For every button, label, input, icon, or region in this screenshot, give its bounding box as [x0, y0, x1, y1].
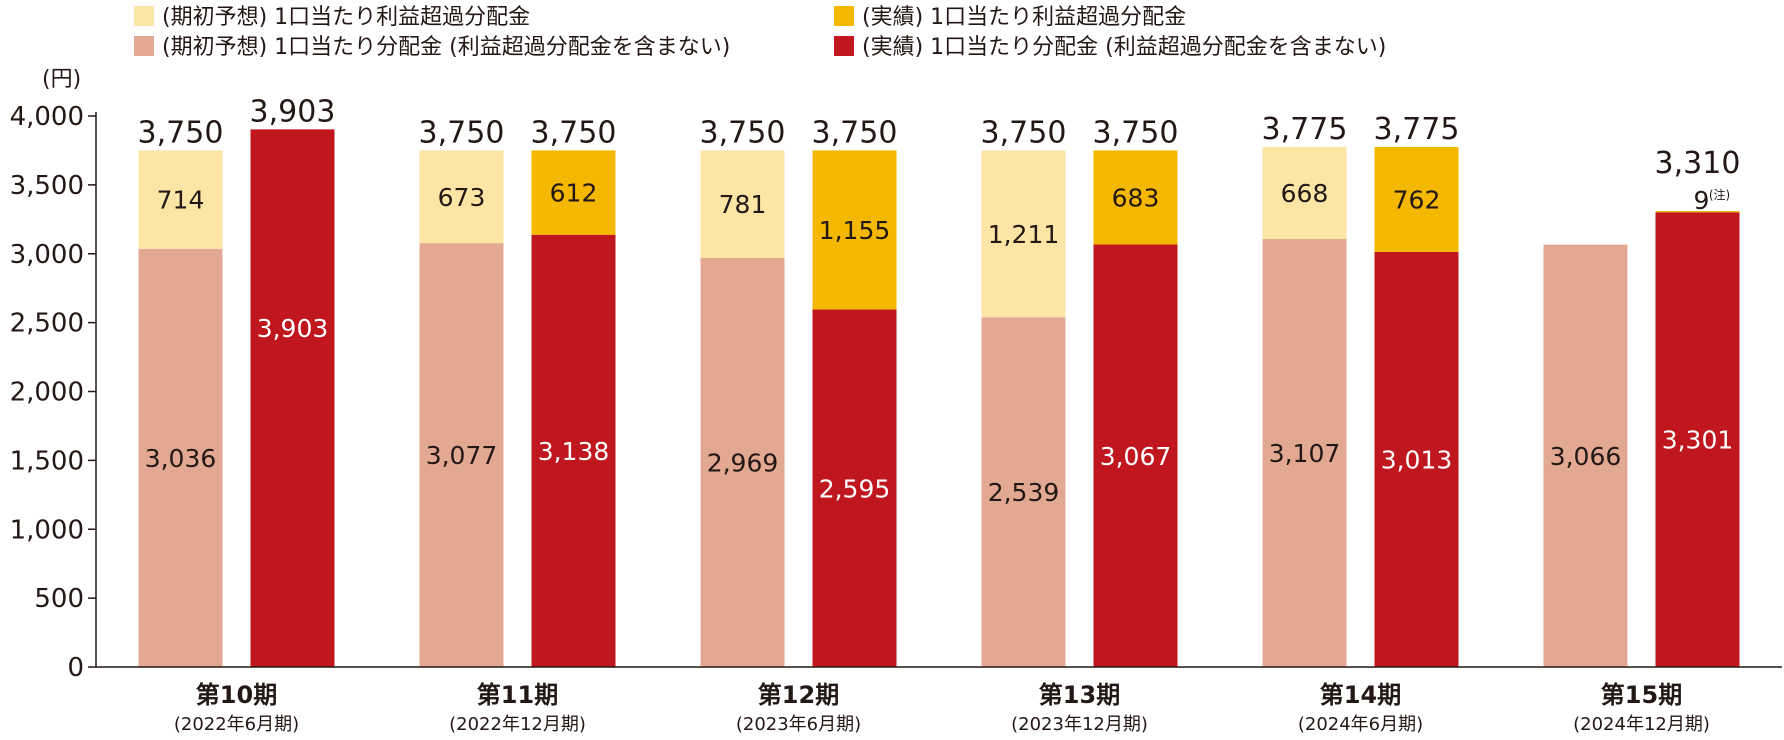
actual-excess-label: 683 — [1112, 183, 1160, 212]
forecast-total-label: 3,750 — [981, 115, 1067, 150]
y-tick-label: 1,000 — [10, 515, 84, 545]
forecast-base-label: 3,077 — [426, 441, 498, 470]
y-tick-label: 2,500 — [10, 309, 84, 339]
x-category-sublabel: (2022年12月期) — [449, 714, 586, 735]
actual-base-bar — [812, 309, 897, 667]
excess-note: (注) — [1709, 187, 1730, 202]
actual-base-label: 3,138 — [538, 437, 610, 466]
forecast-base-label: 3,066 — [1550, 442, 1622, 471]
actual-excess-label: 612 — [550, 179, 598, 208]
forecast-excess-label: 673 — [438, 183, 486, 212]
x-axis: 第10期 (2022年6月期) 第11期 (2022年12月期) 第12期 (2023年6… — [96, 666, 1782, 735]
actual-base-bar — [1374, 251, 1459, 668]
forecast-excess-label: 1,211 — [988, 220, 1060, 249]
actual-excess-bar — [1374, 146, 1459, 252]
y-tick-label: 500 — [34, 584, 84, 614]
legend-label-forecast_excess: (期初予想) 1口当たり利益超過分配金 — [162, 5, 530, 30]
forecast-base-bar — [419, 243, 504, 667]
actual-total-label: 3,750 — [812, 115, 898, 150]
x-category-sublabel: (2024年12月期) — [1573, 714, 1710, 735]
legend-swatch-actual_excess — [834, 6, 854, 26]
actual-excess-label: 762 — [1393, 185, 1441, 214]
forecast-base-label: 2,969 — [707, 449, 779, 478]
forecast-excess-label: 714 — [157, 186, 205, 215]
actual-total-label: 3,750 — [531, 115, 617, 150]
legend-label-actual_base: (実績) 1口当たり分配金 (利益超過分配金を含まない) — [862, 35, 1386, 60]
y-tick-label: 1,500 — [10, 446, 84, 476]
bars: 3,036 714 3,750 3,903 3,903 3,077 673 3,750 3,13… — [138, 94, 1741, 668]
y-tick-label: 0 — [67, 653, 84, 683]
forecast-base-label: 3,036 — [145, 444, 217, 473]
actual-excess-label: 1,155 — [819, 216, 891, 245]
actual-base-label: 3,301 — [1662, 426, 1734, 455]
forecast-total-label: 3,750 — [700, 115, 786, 150]
forecast-total-label: 3,775 — [1262, 112, 1348, 147]
forecast-excess-bar — [981, 150, 1066, 318]
actual-total-label: 3,310 — [1655, 146, 1741, 181]
actual-excess-bar — [812, 150, 897, 310]
actual-excess-bar — [1093, 150, 1178, 245]
y-tick-label: 3,500 — [10, 171, 84, 201]
forecast-excess-bar — [138, 150, 223, 249]
forecast-excess-bar — [419, 150, 504, 244]
x-category-sublabel: (2023年6月期) — [736, 714, 861, 735]
actual-base-label: 3,013 — [1381, 445, 1453, 474]
forecast-base-label: 2,539 — [988, 478, 1060, 507]
legend-swatch-forecast_base — [134, 36, 154, 56]
actual-total-label: 3,750 — [1093, 115, 1179, 150]
legend-swatch-actual_base — [834, 36, 854, 56]
forecast-base-bar — [1543, 244, 1628, 667]
forecast-base-label: 3,107 — [1269, 439, 1341, 468]
x-category-label: 第10期 — [196, 681, 277, 709]
actual-excess-bar — [1655, 211, 1740, 213]
forecast-base-bar — [1262, 239, 1347, 668]
forecast-total-label: 3,750 — [138, 115, 224, 150]
actual-total-label: 3,903 — [250, 94, 336, 129]
legend-label-forecast_base: (期初予想) 1口当たり分配金 (利益超過分配金を含まない) — [162, 35, 730, 60]
actual-base-bar — [1093, 244, 1178, 667]
legend-swatch-forecast_excess — [134, 6, 154, 26]
forecast-excess-label: 781 — [719, 190, 767, 219]
y-tick-label: 4,000 — [10, 102, 84, 132]
actual-base-bar — [250, 129, 335, 667]
forecast-excess-label: 668 — [1281, 179, 1329, 208]
actual-base-label: 3,067 — [1100, 442, 1172, 471]
x-category-label: 第15期 — [1601, 681, 1682, 709]
forecast-base-bar — [138, 248, 223, 667]
actual-base-label: 2,595 — [819, 474, 891, 503]
actual-excess-label: 9 — [1694, 186, 1710, 215]
y-axis-unit: (円) — [42, 67, 81, 92]
actual-base-bar — [531, 234, 616, 668]
actual-base-label: 3,903 — [257, 314, 329, 343]
actual-base-bar — [1655, 212, 1740, 668]
y-tick-label: 2,000 — [10, 378, 84, 408]
x-category-label: 第14期 — [1320, 681, 1401, 709]
forecast-excess-bar — [1262, 146, 1347, 240]
x-category-label: 第11期 — [477, 681, 558, 709]
forecast-total-label: 3,750 — [419, 115, 505, 150]
x-category-label: 第12期 — [758, 681, 839, 709]
x-category-label: 第13期 — [1039, 681, 1120, 709]
actual-excess-bar — [531, 150, 616, 235]
x-category-sublabel: (2024年6月期) — [1298, 714, 1423, 735]
forecast-base-bar — [700, 258, 785, 667]
actual-total-label: 3,775 — [1374, 112, 1460, 147]
x-category-sublabel: (2022年6月期) — [174, 714, 299, 735]
legend-label-actual_excess: (実績) 1口当たり利益超過分配金 — [862, 5, 1186, 30]
y-tick-label: 3,000 — [10, 240, 84, 270]
legend: (期初予想) 1口当たり利益超過分配金 (実績) 1口当たり利益超過分配金 (期初予… — [134, 5, 1386, 60]
y-axis: 0 500 1,000 1,500 2,000 2,500 3,000 3,500 4,000 — [10, 102, 97, 683]
x-category-sublabel: (2023年12月期) — [1011, 714, 1148, 735]
forecast-excess-bar — [700, 150, 785, 259]
forecast-base-bar — [981, 317, 1066, 667]
